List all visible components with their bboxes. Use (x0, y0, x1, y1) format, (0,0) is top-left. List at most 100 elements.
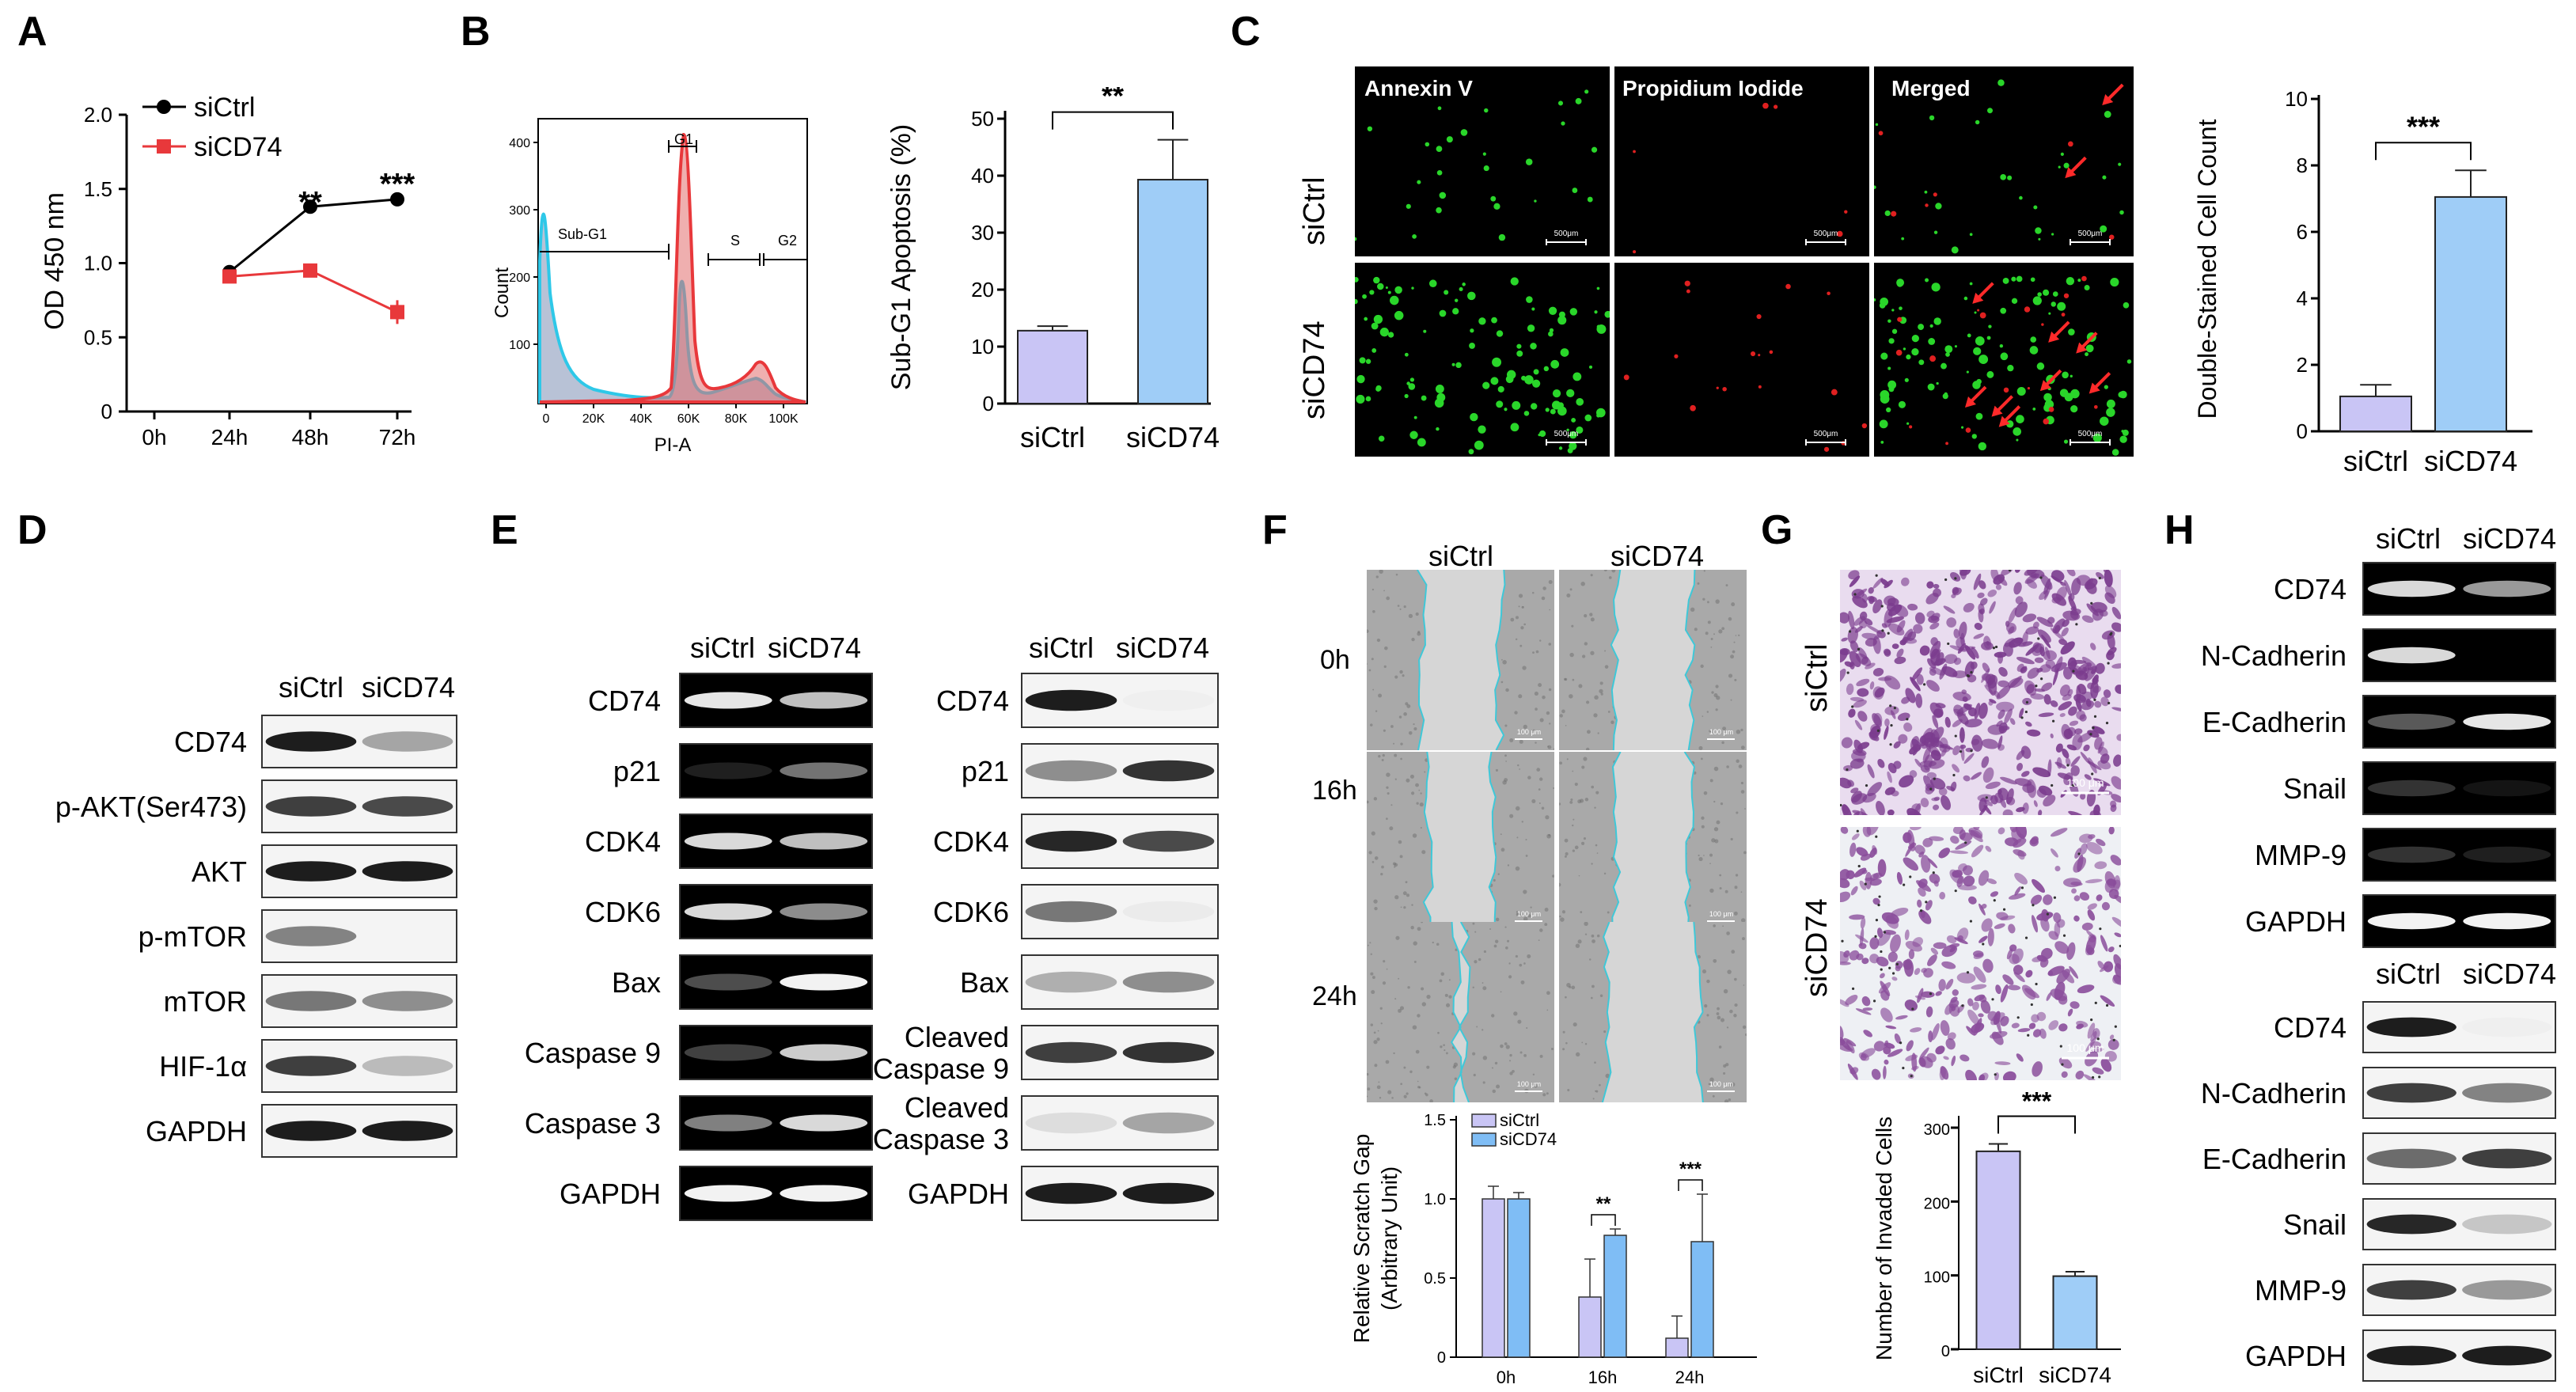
panel-f-scalebar: 100 μm (1709, 1080, 1733, 1088)
panel-e-pcr-5-band (679, 1025, 873, 1080)
panel-f-bar (1578, 1296, 1602, 1358)
panel-f-img-2-0: 100 μm (1367, 922, 1554, 1102)
panel-e-wb-5-label: Caspase 9 (872, 1053, 1009, 1085)
panel-a-ytick: 2.0 (84, 103, 112, 127)
panel-label-f: F (1262, 507, 1288, 553)
panel-label-c: C (1231, 9, 1261, 55)
panel-d-5-band (261, 1039, 457, 1093)
panel-b-flow-histogram: 100 200 300 400 0 20K 40K 60K 80K 100K Sub-G1 G1… (491, 118, 808, 456)
panel-h-wb-1-band (2362, 1067, 2556, 1119)
panel-h-pcr-0-label: CD74 (2273, 573, 2346, 605)
c-ytick: 2 (2297, 353, 2308, 377)
panel-a-ytick: 0.5 (84, 325, 112, 349)
panel-h-pcr-4-label: MMP-9 (2255, 839, 2346, 871)
panel-h-wb-col-cd74: siCD74 (2463, 958, 2557, 990)
panel-h-pcr-3-band (2362, 761, 2556, 815)
panel-a-point (222, 269, 237, 284)
panel-h-pcr-2-band (2362, 695, 2556, 749)
panel-c-bar-chart: 0 2 4 6 8 10 Double-Stained Cell Count siCtrl… (2193, 87, 2532, 477)
panel-g-row-cd74: siCD74 (1800, 898, 1834, 997)
panel-e-wb-7-band (1021, 1166, 1219, 1221)
g-ytick: 200 (1924, 1195, 1950, 1212)
panel-d-0-label: CD74 (173, 726, 247, 758)
panel-e-wb-col-cd74: siCD74 (1116, 632, 1210, 664)
panel-c-col-annexin: Annexin V (1364, 76, 1473, 101)
panel-h-wb-3-band (2362, 1198, 2556, 1250)
panel-e-wb-2-band (1021, 814, 1219, 869)
panel-e-wb-5-band (1021, 1025, 1219, 1080)
panel-e-pcr-1-band (679, 743, 873, 798)
c-bar-0 (2339, 395, 2412, 432)
panel-a-xtick: 24h (211, 425, 248, 449)
panel-d-6-band (261, 1104, 457, 1158)
b-ytick: 20 (971, 278, 994, 302)
panel-f-bar (1507, 1198, 1531, 1358)
panel-a-point (303, 199, 317, 214)
panel-f-col-cd74: siCD74 (1610, 540, 1705, 572)
panel-f-col-ctrl: siCtrl (1428, 540, 1493, 572)
panel-e-pcr-6-band (679, 1095, 873, 1151)
panel-c-scalebar: 500μm (1554, 229, 1579, 238)
panel-c-merged-ctrl: 500μm (1874, 66, 2134, 256)
panel-c-xtick-ctrl: siCtrl (2343, 445, 2408, 477)
panel-e-wb-6-label: Caspase 3 (872, 1123, 1009, 1155)
gate-g1: G1 (674, 131, 693, 147)
panel-f-xtick: 0h (1497, 1367, 1516, 1387)
panel-d-1-label: p-AKT(Ser473) (55, 791, 247, 823)
gate-s: S (730, 233, 740, 248)
panel-d-2-label: AKT (191, 855, 247, 888)
panel-f-img-1-0: 100 μm (1367, 752, 1554, 932)
panel-h-pcr-col-ctrl: siCtrl (2376, 522, 2441, 555)
b-ytick: 50 (971, 107, 994, 131)
panel-e-wb-6-band (1021, 1095, 1219, 1151)
panel-e-wb-col-ctrl: siCtrl (1029, 632, 1094, 664)
panel-g-ylabel: Number of Invaded Cells (1872, 1117, 1896, 1360)
panel-e-wb-3-band (1021, 884, 1219, 939)
panel-e-pcr-4-band (679, 954, 873, 1010)
panel-f-scalebar: 100 μm (1517, 910, 1541, 918)
panel-c-row-ctrl: siCtrl (1298, 176, 1331, 245)
panel-f-scalebar: 100 μm (1517, 728, 1541, 736)
panel-label-e: E (491, 507, 518, 553)
panel-e-wb-4-label: Bax (959, 966, 1009, 999)
panel-e-pcr-2-band (679, 814, 873, 869)
panel-c-merged-cd74: 500μm (1874, 263, 2134, 457)
c-ytick: 10 (2285, 87, 2308, 111)
flow-ytick: 100 (509, 339, 530, 352)
panel-e-pcr-col-ctrl: siCtrl (690, 632, 755, 664)
panel-a-sig-72h: *** (380, 168, 415, 201)
panel-e-pcr-0-band (679, 673, 873, 728)
panel-c-col-pi: Propidium Iodide (1622, 76, 1804, 101)
b-ytick: 0 (983, 392, 994, 415)
gate-g2: G2 (778, 233, 797, 248)
flow-ytick: 200 (509, 271, 530, 285)
b-ytick: 10 (971, 335, 994, 358)
panel-f-bar (1665, 1337, 1689, 1358)
panel-f-ytick: 0 (1437, 1349, 1446, 1367)
panel-e-pcr-5-label: Caspase 9 (524, 1037, 661, 1069)
panel-a-ytick: 1.0 (84, 252, 112, 275)
panel-g-xtick-ctrl: siCtrl (1973, 1363, 2024, 1387)
panel-d-3-band (261, 909, 457, 963)
panel-h-pcr-1-label: N-Cadherin (2200, 639, 2346, 672)
panel-e-wb-1-band (1021, 743, 1219, 798)
panel-e-pcr-col-cd74: siCD74 (768, 632, 862, 664)
flow-ylabel: Count (491, 267, 513, 318)
panel-label-d: D (17, 507, 47, 553)
panel-f-ytick: 1.0 (1424, 1191, 1446, 1208)
panel-a-ytick: 0 (101, 400, 112, 423)
panel-f-sig: ** (1596, 1193, 1611, 1215)
panel-e-wb-6-label: Cleaved (904, 1091, 1009, 1124)
gate-subg1: Sub-G1 (558, 226, 607, 242)
panel-label-a: A (17, 9, 47, 55)
panel-g-scalebar: 100 μm (2067, 776, 2104, 789)
panel-h-pcr-5-label: GAPDH (2244, 905, 2346, 938)
panel-h-wb-3-label: Snail (2282, 1208, 2346, 1241)
flow-xlabel: PI-A (654, 434, 692, 456)
panel-e-wb-3-label: CDK6 (932, 896, 1009, 928)
panel-label-h: H (2164, 507, 2195, 553)
panel-e-pcr-0-label: CD74 (587, 685, 661, 717)
panel-f-legend-ctrl: siCtrl (1500, 1110, 1539, 1130)
panel-h-wb-5-label: GAPDH (2244, 1340, 2346, 1372)
